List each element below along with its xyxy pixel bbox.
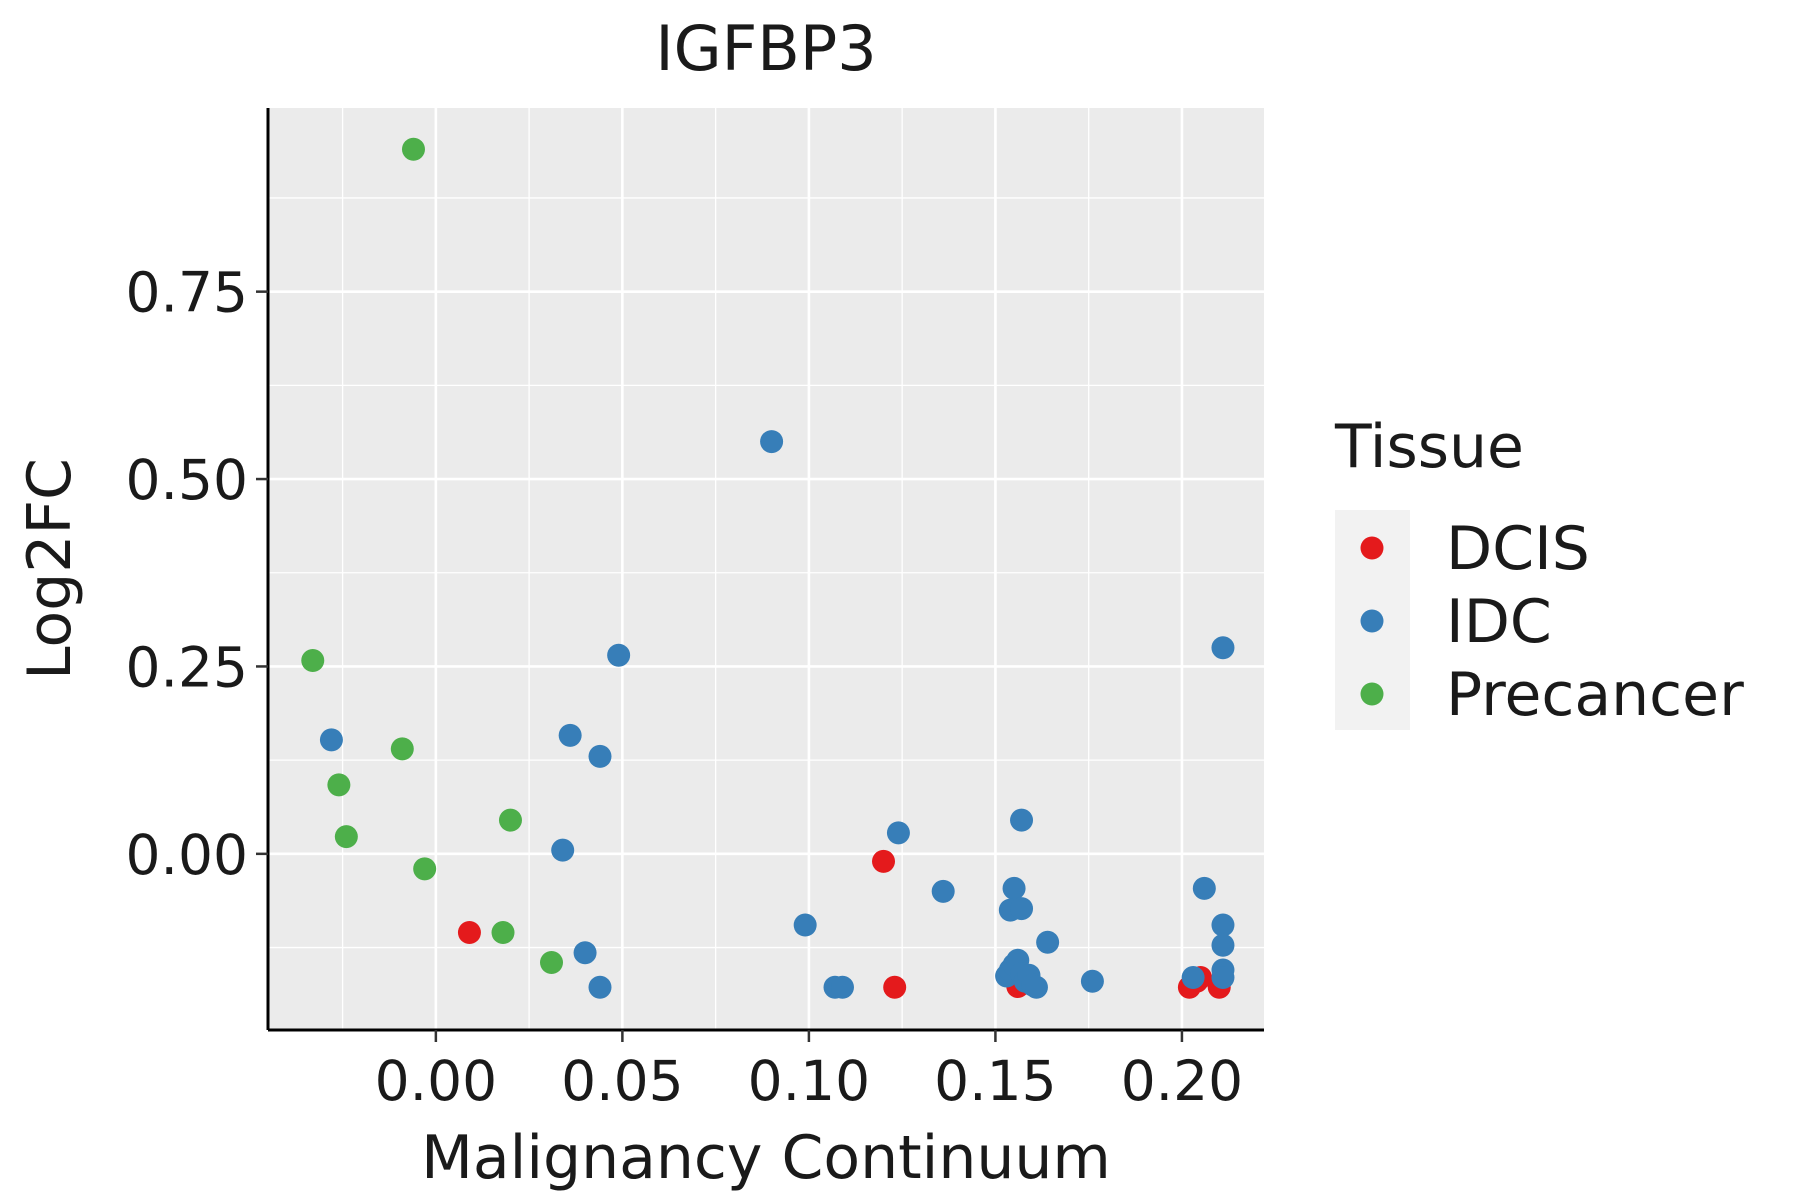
y-tick-label: 0.25 [126, 635, 248, 699]
point-idc [931, 879, 955, 903]
point-idc [1024, 975, 1048, 999]
series-idc [319, 430, 1235, 999]
plot-panel [268, 108, 1264, 1030]
point-idc [830, 975, 854, 999]
point-idc [1211, 636, 1235, 660]
point-idc [1036, 930, 1060, 954]
x-tick-label: 0.00 [375, 1049, 497, 1113]
point-dcis [872, 849, 896, 873]
y-tick-label: 0.75 [126, 261, 248, 325]
grid [268, 108, 1264, 1030]
data-points [301, 137, 1235, 999]
legend-label-idc: IDC [1446, 587, 1552, 657]
point-precancer [491, 921, 515, 945]
legend-key-dcis [1360, 536, 1384, 560]
point-precancer [413, 857, 437, 881]
point-idc [558, 723, 582, 747]
point-precancer [334, 825, 358, 849]
point-idc [1211, 913, 1235, 937]
point-precancer [390, 737, 414, 761]
x-axis-ticks: 0.00 0.05 0.10 0.15 0.20 [375, 1030, 1243, 1113]
point-precancer [301, 648, 325, 672]
point-idc [1010, 808, 1034, 832]
point-idc [607, 643, 631, 667]
point-idc [1002, 876, 1026, 900]
legend-title: Tissue [1334, 412, 1524, 482]
point-idc [1181, 966, 1205, 990]
chart-title: IGFBP3 [655, 12, 876, 85]
series-precancer [301, 137, 564, 975]
point-precancer [540, 951, 564, 975]
y-axis-title: Log2FC [15, 458, 85, 680]
point-idc [588, 744, 612, 768]
legend-key-precancer [1360, 682, 1384, 706]
point-idc [1080, 969, 1104, 993]
point-dcis [883, 975, 907, 999]
x-tick-label: 0.05 [561, 1049, 683, 1113]
legend-key-idc [1360, 609, 1384, 633]
point-idc [551, 838, 575, 862]
x-axis-title: Malignancy Continuum [421, 1123, 1111, 1193]
x-tick-label: 0.20 [1121, 1049, 1243, 1113]
x-tick-label: 0.10 [748, 1049, 870, 1113]
point-dcis [457, 921, 481, 945]
point-precancer [327, 773, 351, 797]
point-idc [760, 430, 784, 454]
y-tick-label: 0.00 [126, 823, 248, 887]
point-idc [1211, 966, 1235, 990]
y-tick-label: 0.50 [126, 448, 248, 512]
x-tick-label: 0.15 [934, 1049, 1056, 1113]
point-precancer [401, 137, 425, 161]
point-idc [1192, 876, 1216, 900]
point-idc [886, 821, 910, 845]
point-idc [1010, 897, 1034, 921]
point-idc [588, 975, 612, 999]
point-idc [1211, 933, 1235, 957]
point-idc [319, 728, 343, 752]
point-idc [793, 913, 817, 937]
legend-label-dcis: DCIS [1446, 514, 1590, 584]
y-axis-ticks: 0.00 0.25 0.50 0.75 [126, 261, 268, 887]
legend-label-precancer: Precancer [1446, 660, 1744, 730]
point-idc [573, 941, 597, 965]
point-precancer [498, 808, 522, 832]
